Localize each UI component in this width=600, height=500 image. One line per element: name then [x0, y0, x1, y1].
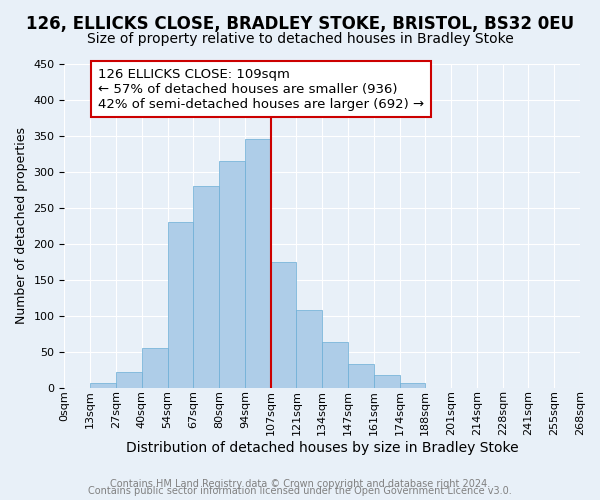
Text: 126 ELLICKS CLOSE: 109sqm
← 57% of detached houses are smaller (936)
42% of semi: 126 ELLICKS CLOSE: 109sqm ← 57% of detac… — [98, 68, 424, 110]
Bar — [245, 140, 271, 388]
Text: Size of property relative to detached houses in Bradley Stoke: Size of property relative to detached ho… — [86, 32, 514, 46]
Bar — [142, 348, 167, 388]
X-axis label: Distribution of detached houses by size in Bradley Stoke: Distribution of detached houses by size … — [126, 441, 518, 455]
Bar — [348, 364, 374, 388]
Bar — [271, 262, 296, 388]
Bar — [219, 161, 245, 388]
Y-axis label: Number of detached properties: Number of detached properties — [15, 128, 28, 324]
Bar — [374, 374, 400, 388]
Bar — [90, 383, 116, 388]
Text: Contains HM Land Registry data © Crown copyright and database right 2024.: Contains HM Land Registry data © Crown c… — [110, 479, 490, 489]
Bar — [322, 342, 348, 388]
Bar — [400, 382, 425, 388]
Bar — [167, 222, 193, 388]
Bar — [193, 186, 219, 388]
Bar — [296, 310, 322, 388]
Bar — [116, 372, 142, 388]
Text: 126, ELLICKS CLOSE, BRADLEY STOKE, BRISTOL, BS32 0EU: 126, ELLICKS CLOSE, BRADLEY STOKE, BRIST… — [26, 15, 574, 33]
Text: Contains public sector information licensed under the Open Government Licence v3: Contains public sector information licen… — [88, 486, 512, 496]
